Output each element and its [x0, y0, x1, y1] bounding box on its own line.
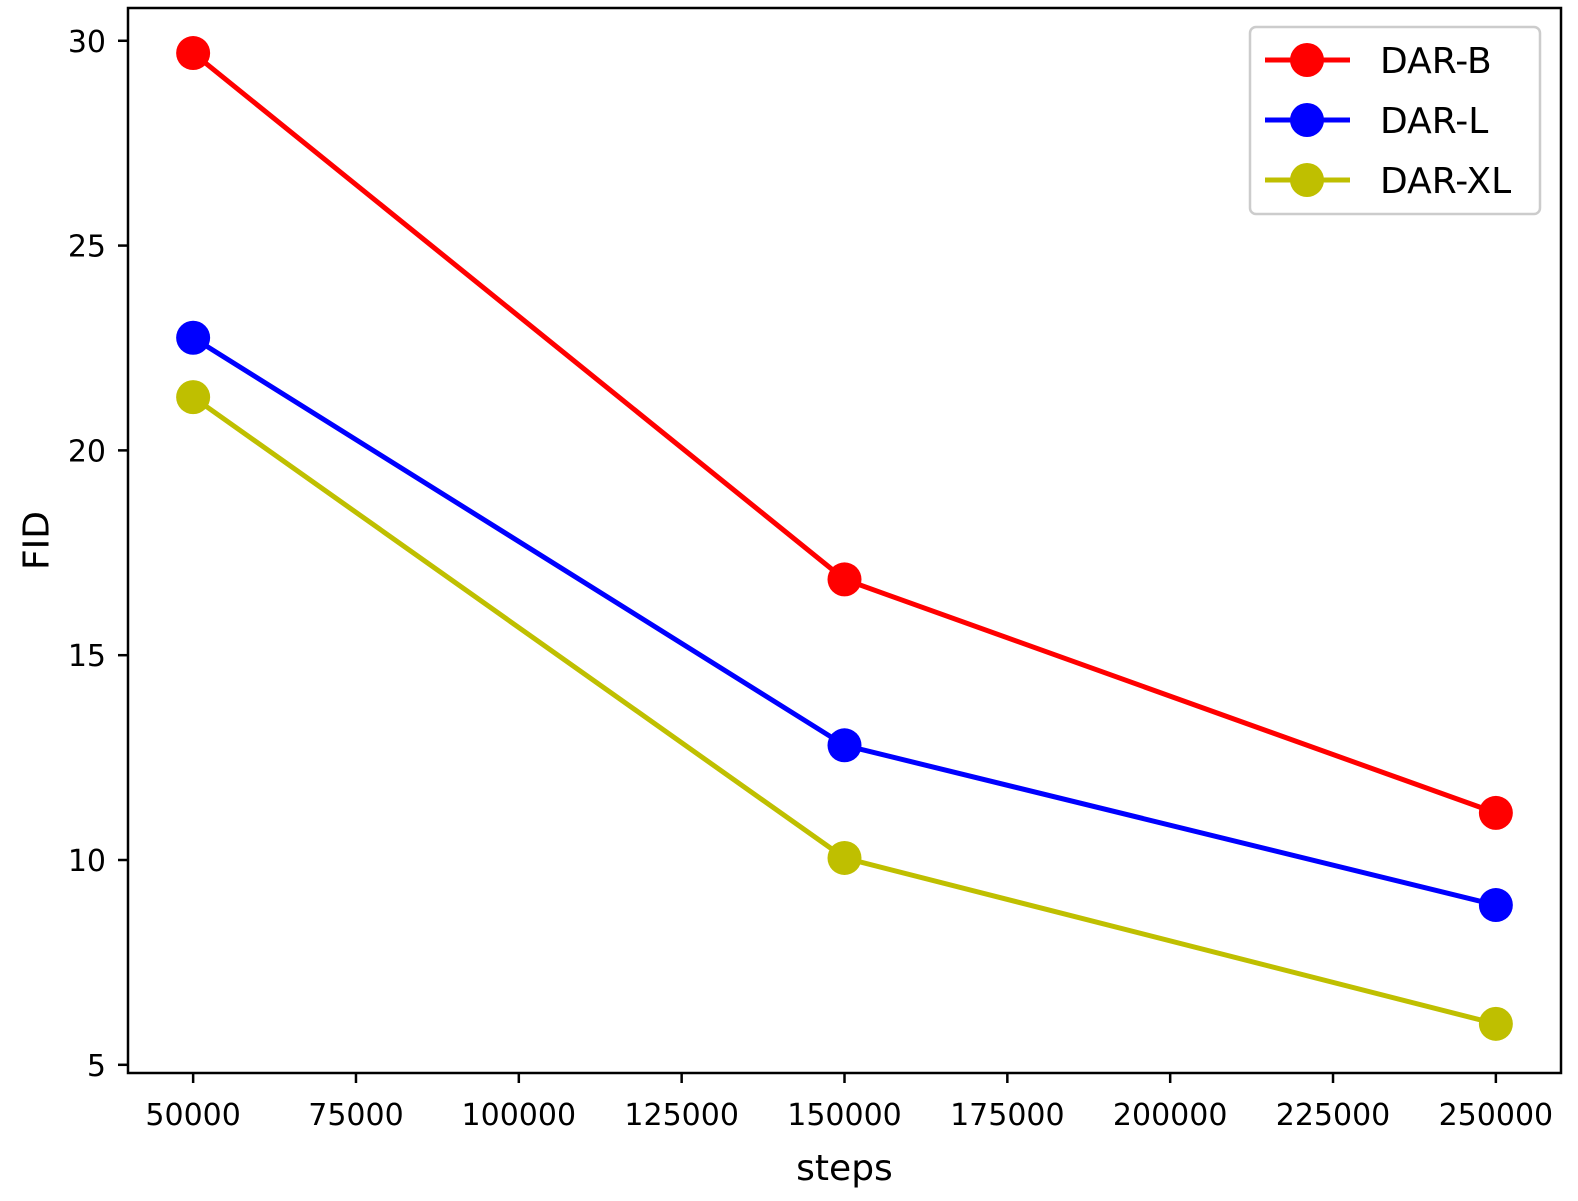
y-tick-label: 20 [68, 434, 106, 469]
legend-label-dar-b: DAR-B [1380, 41, 1492, 82]
data-point-dar-xl [176, 380, 211, 415]
legend-marker-dar-b [1290, 43, 1324, 77]
y-tick-label: 15 [68, 639, 106, 674]
data-point-dar-l [1478, 888, 1513, 923]
legend-marker-dar-l [1290, 103, 1324, 137]
series-line-dar-xl [191, 395, 1497, 1027]
y-axis-title: FID [17, 511, 58, 570]
legend-label-dar-l: DAR-L [1380, 101, 1488, 142]
x-tick-label: 150000 [787, 1098, 902, 1133]
legend-box [1248, 25, 1542, 216]
x-tick-label: 75000 [308, 1098, 403, 1133]
x-tick-label: 175000 [950, 1098, 1065, 1133]
x-axis: 50000 75000 100000 125000 150000 175000 200000… [145, 1073, 1553, 1133]
data-point-dar-b [1478, 795, 1513, 830]
y-tick-label: 25 [68, 230, 106, 265]
legend-items: DAR-B DAR-L DAR-XL [1265, 41, 1511, 202]
x-tick-label: 50000 [145, 1098, 240, 1133]
y-axis: 5 10 15 20 25 30 [68, 25, 128, 1084]
legend-marker-dar-xl [1290, 163, 1324, 197]
series-line-dar-l [191, 335, 1497, 908]
data-point-dar-b [176, 36, 211, 71]
x-tick-label: 250000 [1439, 1098, 1554, 1133]
data-point-dar-l [827, 728, 862, 763]
x-tick-label: 225000 [1276, 1098, 1391, 1133]
x-tick-label: 200000 [1113, 1098, 1228, 1133]
y-tick-label: 5 [87, 1049, 106, 1084]
y-tick-label: 30 [68, 25, 106, 60]
x-tick-label: 100000 [462, 1098, 577, 1133]
y-tick-label: 10 [68, 844, 106, 879]
x-tick-label: 125000 [624, 1098, 739, 1133]
x-axis-title: steps [796, 1148, 893, 1189]
data-point-dar-xl [827, 840, 862, 875]
data-point-dar-xl [1478, 1006, 1513, 1041]
series-layer [176, 36, 1513, 1041]
data-point-dar-b [827, 562, 862, 597]
data-point-dar-l [176, 320, 211, 355]
legend-label-dar-xl: DAR-XL [1380, 161, 1511, 202]
legend: DAR-B DAR-L DAR-XL [1248, 25, 1542, 216]
